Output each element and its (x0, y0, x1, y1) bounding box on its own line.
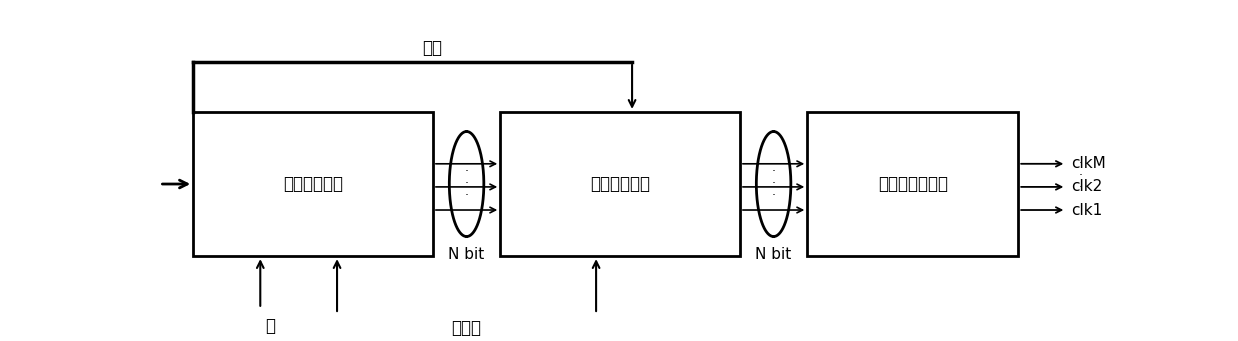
Text: N bit: N bit (755, 247, 792, 262)
Text: clk2: clk2 (1071, 179, 1102, 194)
Bar (500, 112, 740, 256)
Text: clkM: clkM (1071, 156, 1106, 171)
Text: clk1: clk1 (1071, 203, 1102, 218)
Text: N bit: N bit (448, 247, 485, 262)
Text: 编码队列模块: 编码队列模块 (591, 175, 650, 193)
Bar (193, 112, 433, 256)
Bar (807, 112, 1018, 256)
Text: 随机编码模块: 随机编码模块 (284, 175, 343, 193)
Text: ·
·
·: · · · (771, 165, 775, 203)
Text: 随
机
数: 随 机 数 (265, 316, 275, 341)
Text: 总线: 总线 (422, 39, 442, 57)
Text: 主时钟: 主时钟 (452, 319, 482, 337)
Text: ·
·
·: · · · (464, 165, 468, 203)
Text: 编码转时钟模块: 编码转时钟模块 (878, 175, 948, 193)
Text: ·
·
·: · · · (1078, 157, 1082, 194)
